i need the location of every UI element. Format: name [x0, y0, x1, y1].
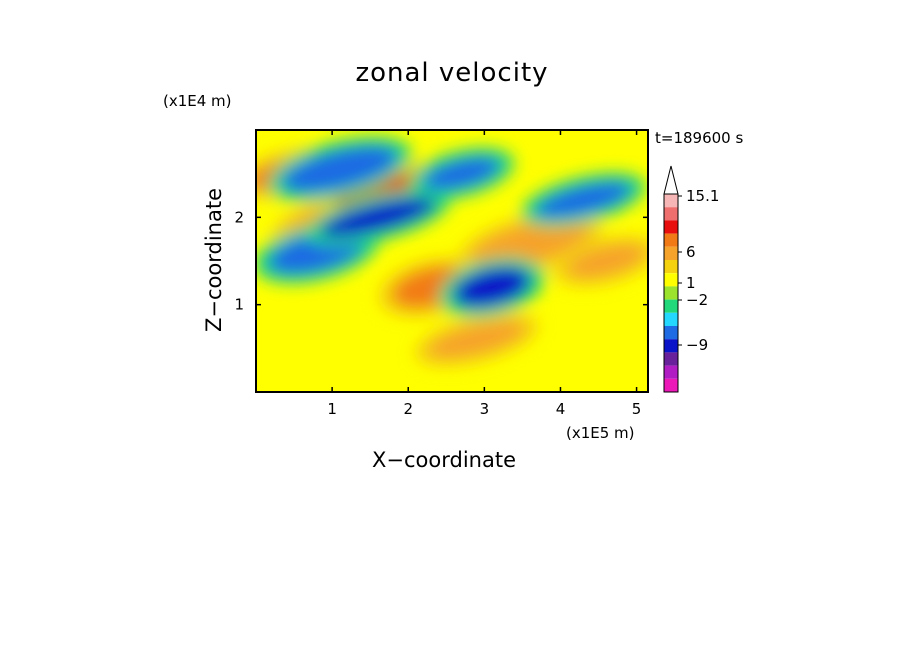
- field-core: [428, 321, 526, 358]
- colorbar-swatch: [664, 207, 678, 221]
- colorbar-swatch: [664, 194, 678, 208]
- colorbar-swatch: [664, 365, 678, 379]
- colorbar-label: 6: [686, 243, 696, 261]
- field-core: [452, 266, 532, 309]
- colorbar: 15.1 6 1−2 −9: [663, 165, 719, 393]
- chart-title: zonal velocity: [355, 58, 549, 88]
- plot-frame: [255, 129, 649, 393]
- x-tick-label: 3: [480, 400, 490, 418]
- colorbar-arrow: [663, 165, 679, 195]
- x-tick-label: 1: [327, 400, 337, 418]
- x-tick-label: 5: [632, 400, 642, 418]
- y-tick-label: 2: [234, 208, 244, 226]
- colorbar-swatch: [664, 312, 678, 326]
- x-axis: 1 2 3 4 5: [327, 130, 641, 418]
- colorbar-swatch: [664, 233, 678, 247]
- colorbar-swatch: [664, 299, 678, 313]
- field-core: [281, 145, 399, 193]
- colorbar-swatch: [664, 378, 678, 392]
- x-axis-unit: (x1E5 m): [566, 424, 635, 442]
- colorbar-swatch: [664, 286, 678, 300]
- colorbar-swatch: [664, 220, 678, 234]
- colorbar-swatch: [664, 352, 678, 366]
- y-axis: 12: [234, 208, 648, 314]
- colorbar-label: 1: [686, 274, 696, 292]
- y-axis-unit: (x1E4 m): [163, 92, 232, 110]
- field-core: [422, 156, 501, 191]
- colorbar-swatch: [664, 273, 678, 287]
- colorbar-frame: [663, 193, 679, 393]
- colorbar-swatch: [664, 326, 678, 340]
- field-blobs: [256, 136, 648, 367]
- x-tick-label: 2: [403, 400, 413, 418]
- field-core: [319, 197, 437, 238]
- plot-area: [256, 130, 648, 392]
- colorbar-label: −2: [686, 291, 708, 309]
- colorbar-swatch: [664, 260, 678, 274]
- field-core: [567, 244, 646, 278]
- time-label: t=189600 s: [655, 129, 744, 147]
- field-core: [534, 181, 632, 219]
- colorbar-label: −9: [686, 336, 708, 354]
- colorbar-label: 15.1: [686, 187, 719, 205]
- field-core: [471, 220, 589, 267]
- colorbar-swatch: [664, 246, 678, 260]
- x-tick-label: 4: [556, 400, 566, 418]
- x-axis-label: X−coordinate: [372, 448, 516, 472]
- y-tick-label: 1: [234, 296, 244, 314]
- colorbar-swatch: [664, 339, 678, 353]
